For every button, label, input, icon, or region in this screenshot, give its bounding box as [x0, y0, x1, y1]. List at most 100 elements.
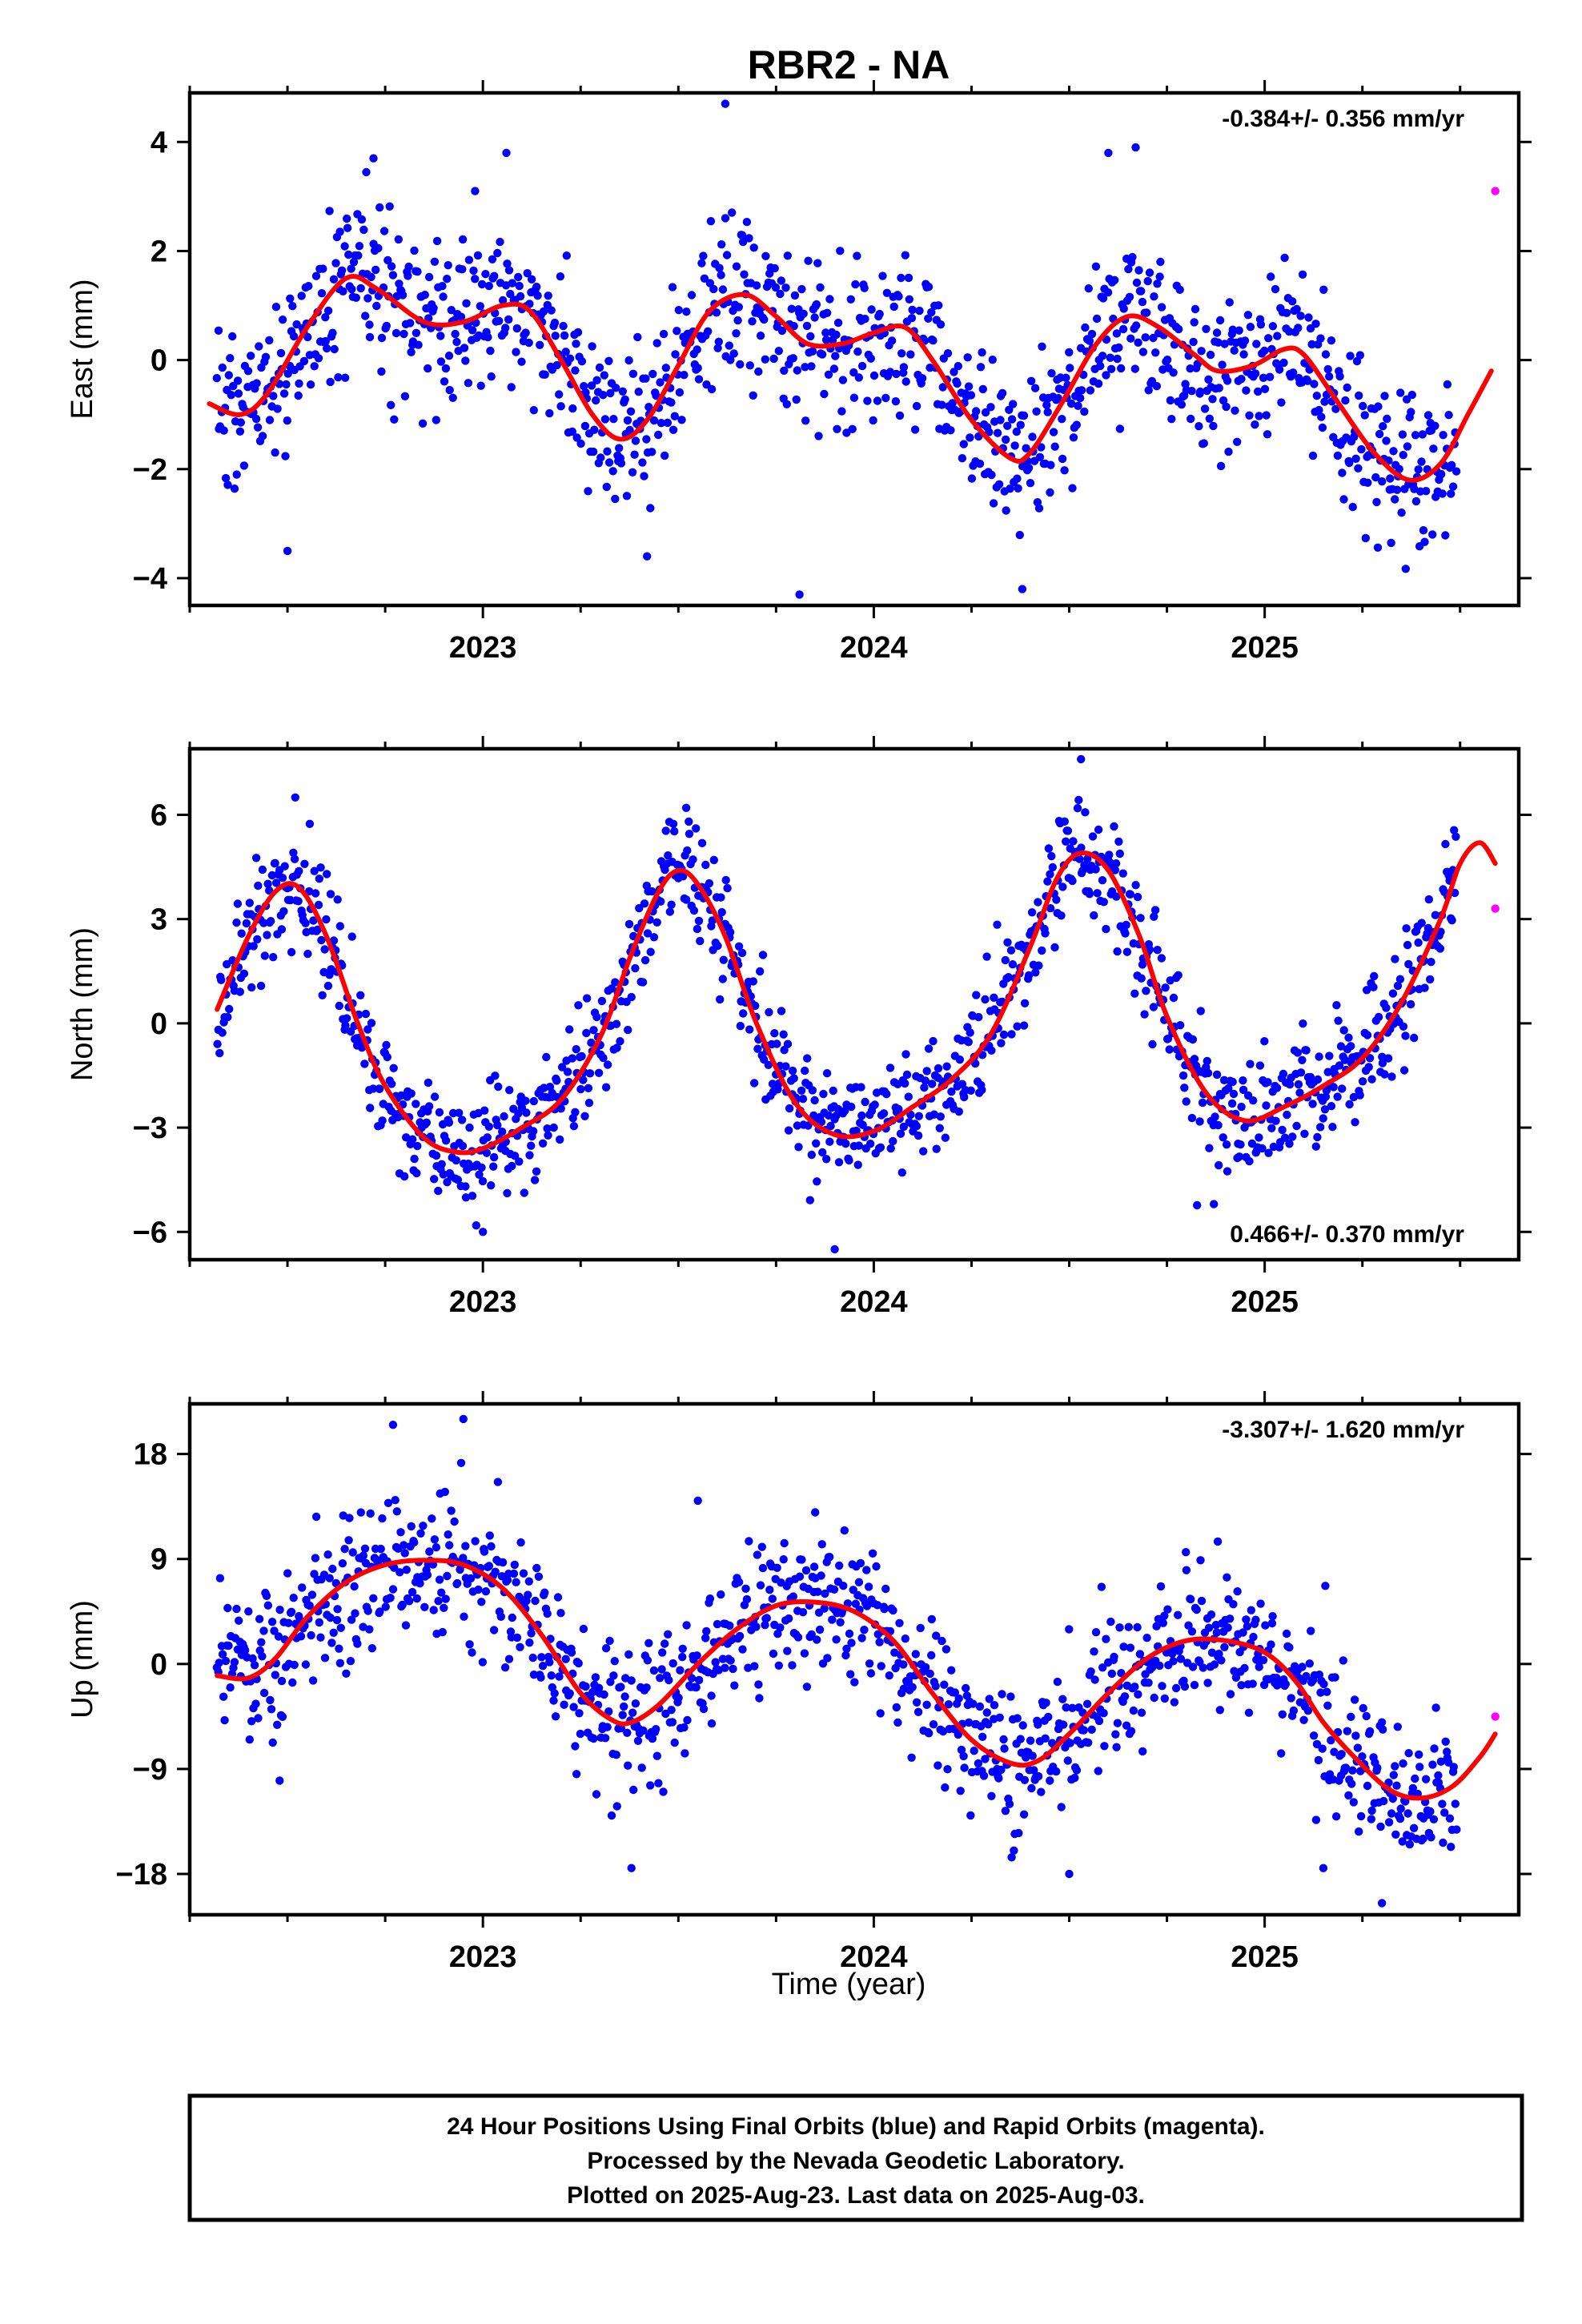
up-point: [440, 1603, 448, 1613]
up-point: [707, 1719, 717, 1728]
north-point: [777, 1007, 786, 1015]
up-point: [1052, 1767, 1061, 1776]
north-point: [317, 935, 326, 945]
north-point: [1328, 1123, 1337, 1132]
up-point: [534, 1572, 544, 1582]
east-point: [1224, 447, 1233, 456]
east-point: [656, 378, 665, 387]
east-point: [413, 267, 422, 276]
up-point: [437, 1588, 446, 1597]
east-point: [592, 396, 600, 405]
east-point: [596, 453, 605, 462]
north-point: [271, 858, 279, 868]
east-point: [777, 326, 787, 336]
up-point: [947, 1666, 956, 1675]
north-point: [303, 949, 312, 959]
east-point: [488, 255, 497, 263]
east-point: [1166, 396, 1175, 405]
east-point: [644, 403, 653, 412]
east-point: [972, 407, 981, 416]
east-point: [1317, 412, 1326, 421]
east-point: [436, 357, 446, 366]
up-point: [1331, 1812, 1341, 1821]
up-point: [503, 1575, 512, 1585]
east-point: [1058, 454, 1067, 464]
east-point: [1085, 336, 1094, 345]
east-point: [1125, 292, 1134, 301]
up-point: [694, 1675, 704, 1685]
up-point: [693, 1651, 701, 1660]
up-point: [402, 1566, 411, 1574]
east-point: [1047, 368, 1056, 378]
up-point: [1439, 1838, 1447, 1848]
up-y-tick-label: −18: [116, 1858, 167, 1892]
north-point: [981, 995, 990, 1004]
up-point: [262, 1591, 271, 1601]
up-point: [1138, 1747, 1147, 1756]
east-point: [243, 367, 253, 376]
up-point: [1365, 1727, 1375, 1736]
north-point: [424, 1102, 434, 1111]
east-point: [1431, 421, 1439, 430]
east-point: [810, 313, 819, 322]
east-point: [436, 332, 445, 340]
up-point: [461, 1542, 470, 1550]
east-point: [299, 356, 309, 366]
north-point: [812, 1139, 821, 1148]
north-fit-curve: [215, 840, 1498, 1156]
north-point: [813, 1177, 821, 1186]
east-point: [849, 368, 858, 377]
north-point: [982, 952, 991, 961]
east-point: [1363, 478, 1372, 487]
east-point: [1254, 387, 1263, 396]
east-point: [1187, 387, 1196, 396]
north-point: [1034, 961, 1043, 970]
north-point: [807, 1150, 816, 1160]
east-point: [484, 332, 492, 342]
east-point: [1115, 424, 1125, 433]
up-point: [813, 1635, 821, 1644]
east-outlier-point: [502, 148, 511, 158]
up-point: [491, 1567, 500, 1577]
up-point: [665, 1675, 673, 1685]
up-point: [287, 1607, 296, 1617]
east-point: [1230, 346, 1239, 355]
north-point: [472, 1221, 480, 1230]
east-point: [732, 262, 741, 271]
east-point: [524, 338, 533, 348]
north-point: [484, 1122, 493, 1132]
up-point: [335, 1659, 344, 1667]
east-point: [993, 428, 1002, 437]
east-point: [1341, 396, 1350, 405]
up-point: [1427, 1833, 1435, 1842]
east-point: [468, 326, 477, 335]
north-point: [966, 1028, 974, 1037]
up-point: [1438, 1799, 1447, 1808]
up-point: [375, 1607, 384, 1616]
up-point: [938, 1636, 946, 1646]
east-point: [648, 369, 657, 379]
east-point: [863, 396, 872, 405]
east-point: [1130, 364, 1140, 373]
up-point: [862, 1566, 871, 1574]
up-point: [624, 1650, 633, 1659]
north-point: [861, 1097, 869, 1107]
east-point: [1092, 314, 1102, 324]
east-point: [804, 256, 813, 265]
north-point: [1424, 895, 1434, 904]
up-point: [363, 1606, 372, 1615]
north-point: [1255, 1133, 1263, 1142]
north-point: [263, 931, 271, 939]
east-point: [234, 389, 243, 398]
north-point: [1249, 1096, 1258, 1105]
up-point: [1112, 1743, 1121, 1751]
east-point: [964, 382, 974, 391]
east-point: [1423, 411, 1433, 420]
north-point: [432, 1151, 441, 1160]
east-point: [443, 275, 452, 283]
north-point: [670, 826, 679, 836]
north-point: [612, 1043, 621, 1052]
east-point: [1351, 454, 1360, 463]
up-point: [1117, 1669, 1126, 1678]
up-point: [639, 1726, 648, 1735]
